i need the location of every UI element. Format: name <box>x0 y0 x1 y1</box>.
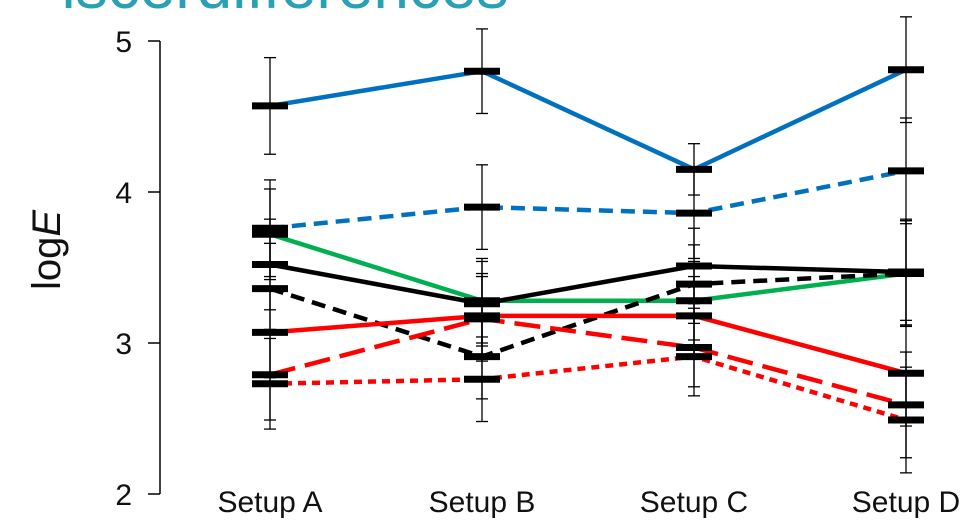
y-axis-label: logE <box>25 209 69 290</box>
series-5 <box>252 272 924 427</box>
series-line <box>269 354 907 423</box>
x-tick-label: Setup C <box>640 486 748 519</box>
series-layer <box>252 16 924 474</box>
series-0 <box>252 16 924 196</box>
series-line <box>269 232 907 303</box>
series-4 <box>252 220 924 400</box>
series-line <box>269 313 907 376</box>
chart-title: iscerdifferences <box>61 0 508 22</box>
series-line <box>269 168 907 231</box>
y-tick-label: 2 <box>115 479 132 512</box>
y-tick-label: 4 <box>115 177 132 210</box>
x-tick-label: Setup A <box>217 486 322 519</box>
series-line <box>269 316 907 408</box>
series-line <box>269 262 907 306</box>
x-tick-label: Setup B <box>429 486 536 519</box>
axes <box>148 40 161 495</box>
labels: 2 3 4 5 Setup A Setup B Setup C Setup D logE <box>25 26 960 519</box>
y-tick-label: 3 <box>115 328 132 361</box>
y-tick-label: 5 <box>115 26 132 59</box>
series-6 <box>252 275 924 459</box>
series-1 <box>252 117 924 278</box>
series-line <box>269 67 907 172</box>
x-tick-label: Setup D <box>852 486 960 519</box>
series-7 <box>252 316 924 474</box>
